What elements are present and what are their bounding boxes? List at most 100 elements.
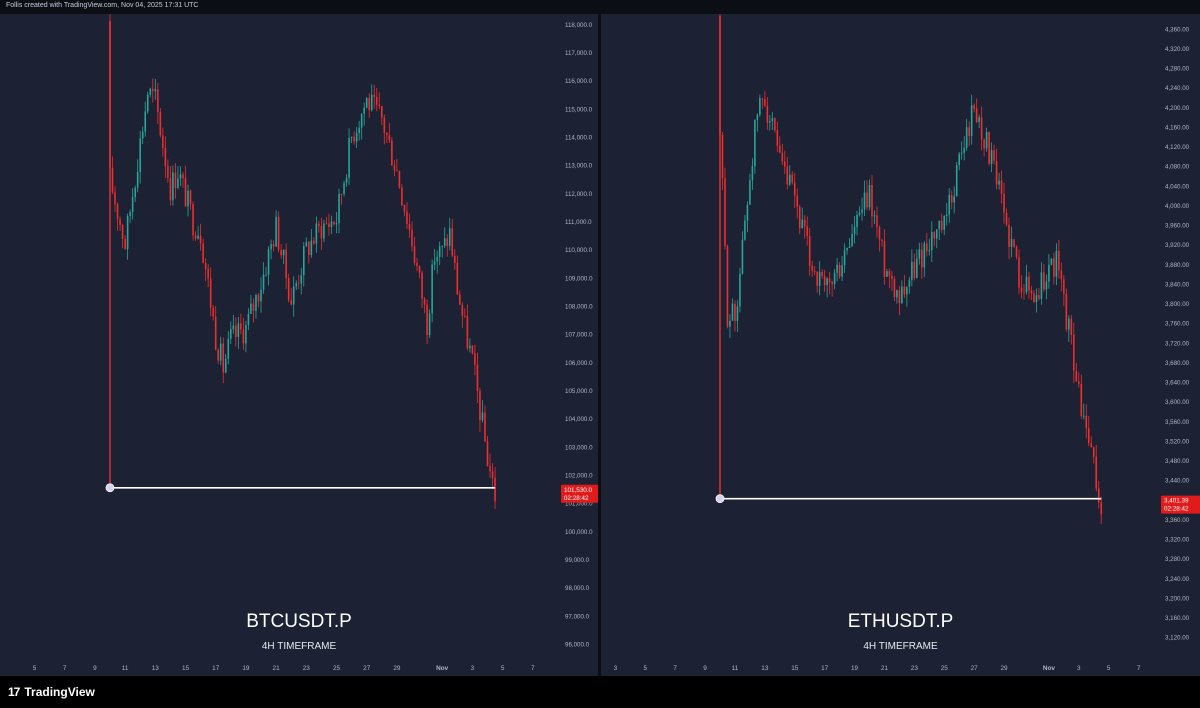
- y-tick-label: 4,160.00: [1165, 124, 1190, 131]
- candle-body: [1050, 258, 1053, 265]
- candle-body: [1063, 279, 1065, 294]
- candle-body: [338, 193, 340, 224]
- candle-body: [833, 272, 836, 285]
- candle-body: [330, 221, 333, 227]
- btc-chart-svg[interactable]: 118,000.0 117,000.0 116,000.0 115,000.0 114,…: [0, 14, 598, 676]
- eth-chart-pane[interactable]: 4,360.00 4,320.00 4,280.00 4,240.00 4,200.00…: [601, 14, 1200, 676]
- candle-body: [926, 243, 928, 252]
- candle-body: [464, 315, 466, 317]
- y-tick-label: 4,000.00: [1165, 203, 1190, 210]
- candle-body: [375, 96, 378, 105]
- candle-body: [1048, 264, 1050, 282]
- candle-body: [209, 278, 212, 308]
- x-tick-label: 3: [471, 665, 475, 672]
- candle-body: [749, 180, 751, 205]
- last-price-label: 3,401.39: [1164, 498, 1189, 505]
- candle-body: [230, 329, 232, 339]
- candle-body: [793, 182, 796, 196]
- candle-body: [990, 150, 993, 164]
- candle-body: [252, 303, 255, 311]
- candle-body: [446, 238, 449, 246]
- x-tick-label: 7: [531, 665, 535, 672]
- candle-body: [172, 172, 174, 201]
- bottom-brand-bar: 17 TradingView: [0, 676, 1200, 708]
- candle-body: [426, 304, 428, 336]
- pane-divider[interactable]: [598, 14, 601, 676]
- x-tick-label: 19: [242, 665, 250, 672]
- candle-body: [433, 261, 436, 265]
- x-tick-label: 23: [911, 665, 919, 672]
- candle-body: [726, 246, 729, 327]
- y-tick-label: 3,160.00: [1165, 615, 1190, 622]
- candle-body: [746, 204, 749, 221]
- y-tick-label: 4,320.00: [1165, 46, 1190, 53]
- candle-body: [378, 104, 381, 106]
- candle-body: [995, 160, 998, 185]
- candle-body: [348, 137, 350, 178]
- last-price-tag: [561, 484, 598, 503]
- candle-body: [1090, 443, 1093, 448]
- candle-body: [724, 178, 726, 247]
- candle-body: [993, 150, 995, 161]
- x-tick-label: 25: [333, 665, 341, 672]
- x-tick-label: 3: [614, 665, 618, 672]
- candle-body: [469, 345, 471, 349]
- candle-body: [453, 255, 456, 263]
- candle-body: [459, 294, 461, 305]
- candle-body: [358, 127, 360, 134]
- candle-body: [769, 121, 771, 123]
- candle-body: [282, 249, 285, 256]
- candle-body: [494, 477, 496, 502]
- candle-body: [801, 219, 804, 229]
- x-tick-label: 3: [1077, 665, 1081, 672]
- candle-body: [476, 364, 479, 391]
- candle-body: [734, 303, 736, 321]
- candle-body: [491, 471, 494, 478]
- candle-body: [202, 243, 204, 263]
- candle-body: [963, 147, 965, 153]
- candle-body: [184, 178, 187, 207]
- tradingview-logo[interactable]: 17 TradingView: [8, 685, 95, 699]
- eth-chart-svg[interactable]: 4,360.00 4,320.00 4,280.00 4,240.00 4,200.00…: [601, 14, 1200, 676]
- candle-body: [255, 294, 257, 311]
- x-tick-label: 21: [881, 665, 889, 672]
- candle-body: [744, 220, 746, 240]
- candle-body: [798, 206, 801, 229]
- y-tick-label: 3,320.00: [1165, 537, 1190, 544]
- candle-body: [275, 216, 277, 247]
- candle-body: [141, 131, 144, 139]
- candle-body: [232, 325, 235, 330]
- y-tick-label: 3,960.00: [1165, 223, 1190, 230]
- candle-body: [1008, 224, 1010, 247]
- x-tick-label: 19: [851, 665, 859, 672]
- x-tick-label: 11: [732, 665, 739, 672]
- candle-body: [836, 264, 838, 273]
- candle-body: [1040, 272, 1043, 299]
- candle-body: [978, 117, 980, 122]
- candle-body: [1078, 381, 1080, 384]
- candle-body: [878, 227, 881, 240]
- candle-body: [918, 249, 921, 259]
- candle-body: [441, 245, 443, 247]
- candle-body: [1030, 290, 1033, 294]
- candle-body: [871, 185, 873, 217]
- x-tick-label: 7: [63, 665, 67, 672]
- candle-body: [146, 94, 149, 112]
- candle-body: [913, 261, 916, 278]
- y-tick-label: 108,000.0: [565, 304, 593, 311]
- candle-body: [861, 209, 863, 213]
- eth-symbol-label: ETHUSDT.P: [847, 611, 954, 632]
- candle-body: [300, 275, 303, 284]
- candle-body: [883, 241, 886, 277]
- candle-body: [126, 215, 129, 250]
- candle-body: [350, 136, 353, 138]
- candle-body: [313, 240, 315, 244]
- btc-chart-pane[interactable]: 118,000.0 117,000.0 116,000.0 115,000.0 114,…: [0, 14, 598, 676]
- candle-body: [863, 192, 866, 210]
- x-tick-label: 7: [1137, 665, 1141, 672]
- candle-body: [235, 325, 237, 338]
- x-tick-label: 15: [791, 665, 799, 672]
- x-tick-label: Nov: [1043, 665, 1056, 672]
- candle-body: [406, 211, 408, 224]
- candle-body: [940, 220, 943, 230]
